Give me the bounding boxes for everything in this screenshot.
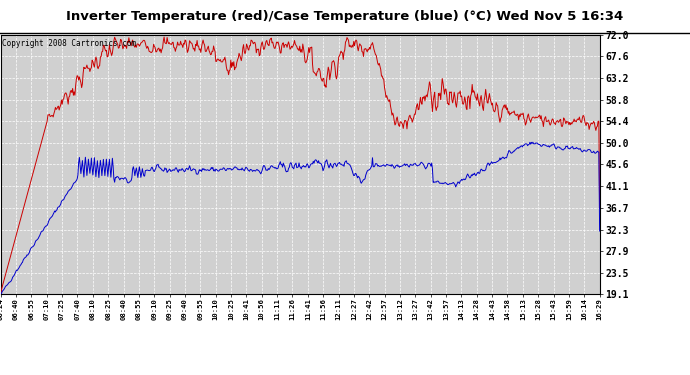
Text: Inverter Temperature (red)/Case Temperature (blue) (°C) Wed Nov 5 16:34: Inverter Temperature (red)/Case Temperat… — [66, 10, 624, 23]
Text: Copyright 2008 Cartronics.com: Copyright 2008 Cartronics.com — [2, 39, 136, 48]
